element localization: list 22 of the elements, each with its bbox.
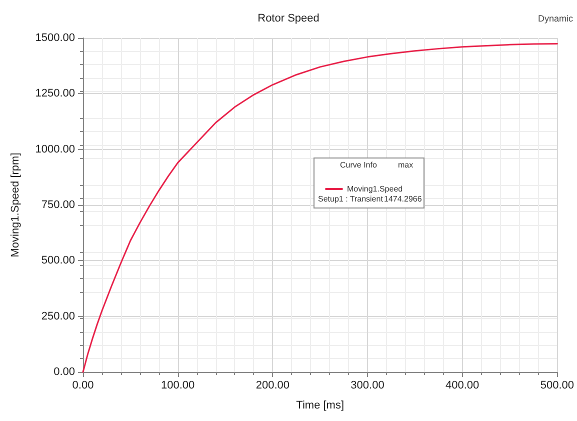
annotation: Setup1 : Transient (318, 194, 384, 204)
y-tick-label: 0.00 (54, 366, 75, 378)
x-tick-label: 300.00 (350, 380, 384, 392)
x-tick-label: 0.00 (72, 380, 94, 392)
x-tick-label: 100.00 (161, 380, 195, 392)
x-tick-label: 400.00 (446, 380, 480, 392)
chart-title: Rotor Speed (258, 12, 320, 24)
annotation: Curve Info (340, 160, 378, 170)
y-tick-label: 1500.00 (35, 32, 75, 44)
x-axis-title: Time [ms] (296, 400, 344, 412)
y-tick-label: 1000.00 (35, 143, 75, 156)
text: Dynamic (538, 14, 574, 24)
y-axis-title: Moving1.Speed [rpm] (10, 152, 22, 258)
x-tick-label: 200.00 (256, 380, 290, 392)
legend-label: Moving1.Speed (347, 184, 403, 194)
y-tick-label: 1250.00 (35, 88, 75, 100)
x-tick-label: 500.00 (540, 380, 574, 392)
annotation: 1474.2966 (384, 194, 422, 204)
y-tick-label: 500.00 (41, 254, 75, 267)
y-tick-label: 250.00 (41, 310, 75, 322)
y-tick-label: 750.00 (41, 199, 75, 211)
annotation: max (398, 160, 414, 170)
